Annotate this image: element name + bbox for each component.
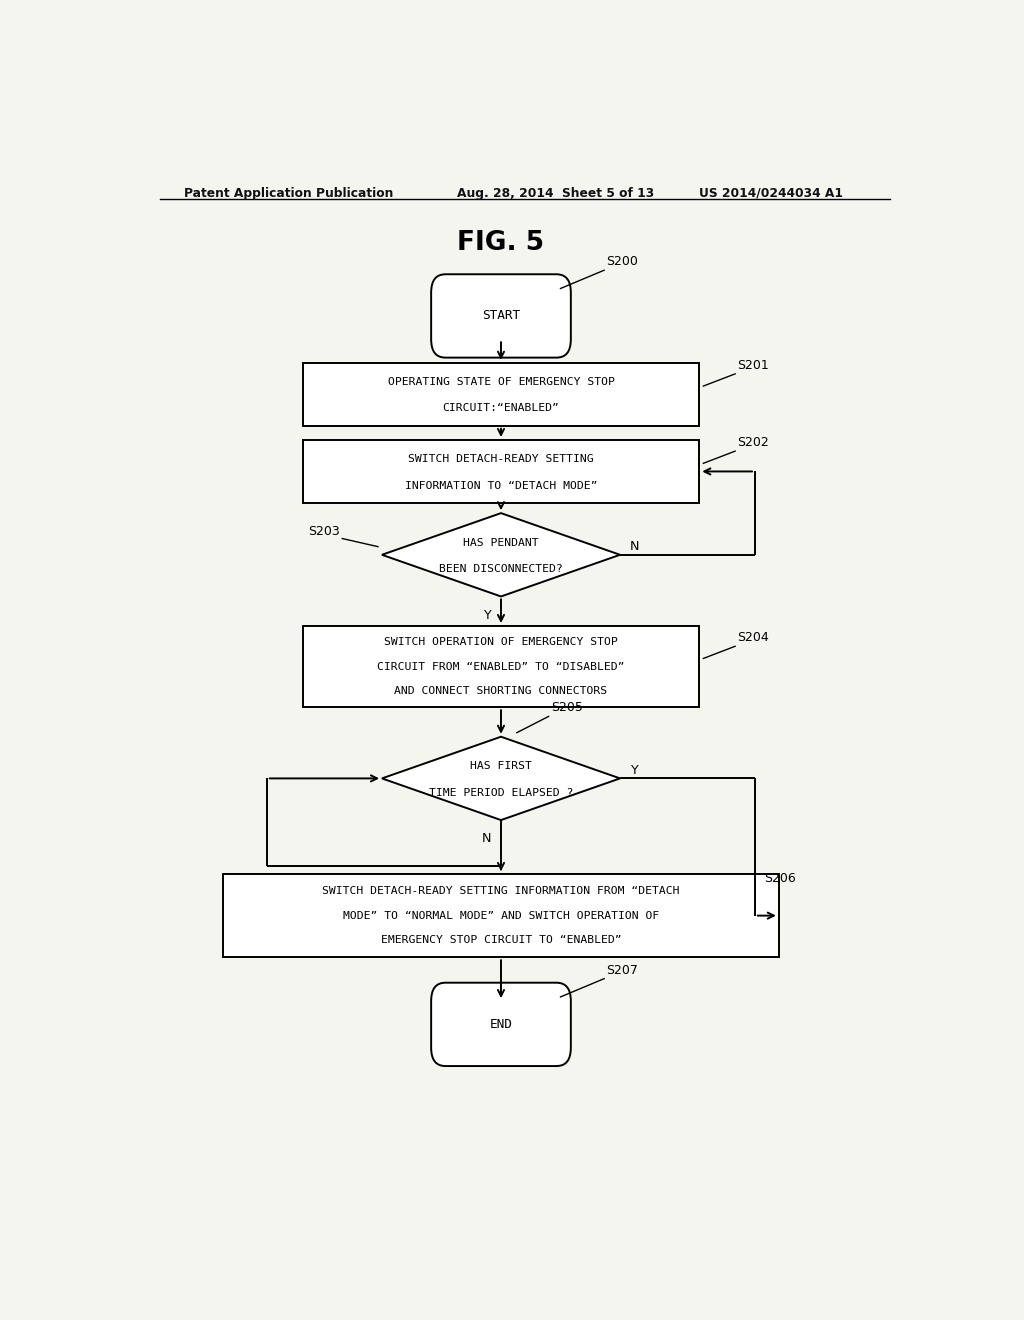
Text: S202: S202 [737, 436, 769, 449]
Polygon shape [382, 737, 620, 820]
Text: AND CONNECT SHORTING CONNECTORS: AND CONNECT SHORTING CONNECTORS [394, 686, 607, 696]
Text: EMERGENCY STOP CIRCUIT TO “ENABLED”: EMERGENCY STOP CIRCUIT TO “ENABLED” [381, 935, 622, 945]
Text: S207: S207 [606, 964, 638, 977]
Text: END: END [489, 1018, 512, 1031]
Text: S200: S200 [606, 255, 638, 268]
Text: INFORMATION TO “DETACH MODE”: INFORMATION TO “DETACH MODE” [404, 480, 597, 491]
Bar [223, 874, 778, 957]
Text: S203: S203 [308, 524, 340, 537]
Text: CIRCUIT FROM “ENABLED” TO “DISABLED”: CIRCUIT FROM “ENABLED” TO “DISABLED” [377, 661, 625, 672]
Bar [303, 626, 699, 708]
Text: Aug. 28, 2014  Sheet 5 of 13: Aug. 28, 2014 Sheet 5 of 13 [458, 187, 654, 199]
Text: HAS PENDANT: HAS PENDANT [463, 537, 539, 548]
Bar [303, 363, 699, 426]
Text: US 2014/0244034 A1: US 2014/0244034 A1 [699, 187, 844, 199]
Text: MODE” TO “NORMAL MODE” AND SWITCH OPERATION OF: MODE” TO “NORMAL MODE” AND SWITCH OPERAT… [343, 911, 659, 920]
Bar [303, 440, 699, 503]
Text: S204: S204 [737, 631, 769, 644]
Text: START: START [482, 309, 520, 322]
Text: Y: Y [630, 764, 637, 776]
FancyBboxPatch shape [431, 275, 570, 358]
Text: Y: Y [483, 609, 490, 622]
Text: SWITCH DETACH-READY SETTING: SWITCH DETACH-READY SETTING [409, 454, 594, 465]
Text: N: N [482, 833, 492, 845]
FancyBboxPatch shape [431, 982, 570, 1067]
Text: S201: S201 [737, 359, 769, 372]
Polygon shape [382, 513, 620, 597]
Text: HAS FIRST: HAS FIRST [470, 762, 531, 771]
Text: S205: S205 [551, 701, 583, 714]
Text: S206: S206 [765, 873, 797, 886]
Text: N: N [630, 540, 639, 553]
Text: Patent Application Publication: Patent Application Publication [183, 187, 393, 199]
Text: TIME PERIOD ELAPSED ?: TIME PERIOD ELAPSED ? [429, 788, 573, 797]
Text: FIG. 5: FIG. 5 [458, 230, 545, 256]
Text: SWITCH OPERATION OF EMERGENCY STOP: SWITCH OPERATION OF EMERGENCY STOP [384, 638, 617, 647]
Text: BEEN DISCONNECTED?: BEEN DISCONNECTED? [439, 564, 563, 574]
Text: CIRCUIT:“ENABLED”: CIRCUIT:“ENABLED” [442, 404, 559, 413]
Text: SWITCH DETACH-READY SETTING INFORMATION FROM “DETACH: SWITCH DETACH-READY SETTING INFORMATION … [323, 886, 680, 896]
Text: OPERATING STATE OF EMERGENCY STOP: OPERATING STATE OF EMERGENCY STOP [387, 378, 614, 387]
